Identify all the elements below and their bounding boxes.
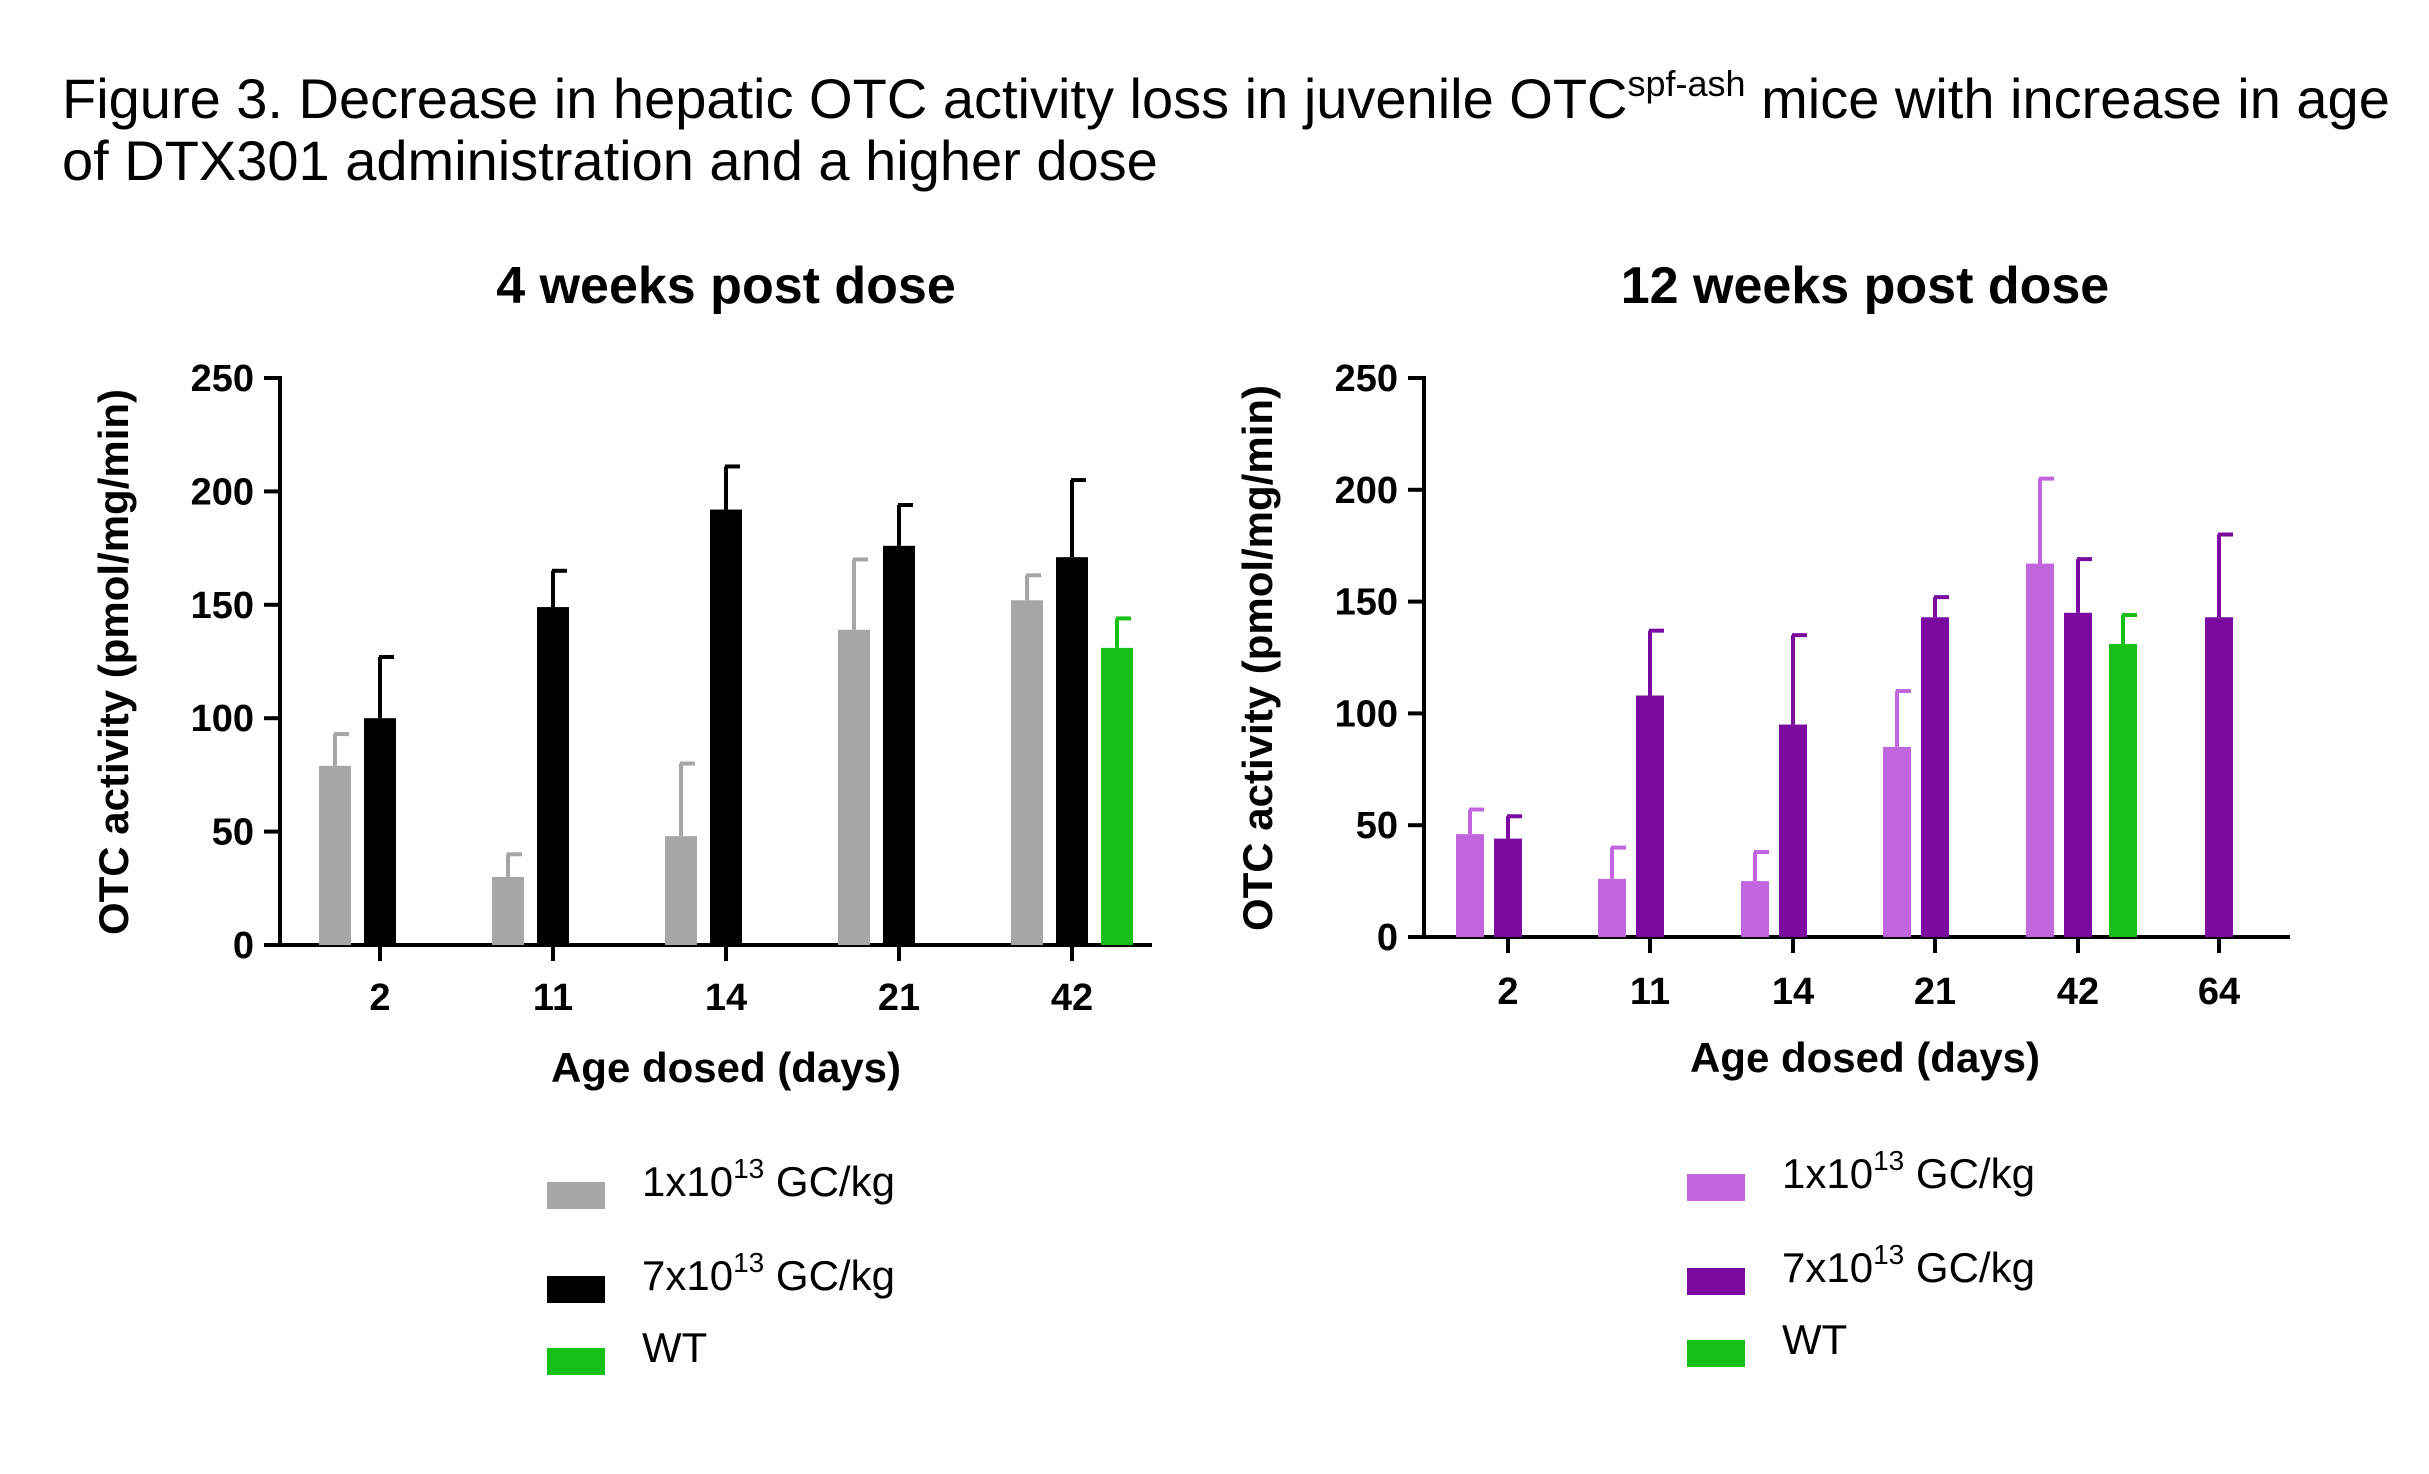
legend-swatch [1687, 1268, 1745, 1295]
y-tick-label: 0 [233, 925, 254, 967]
legend-swatch [547, 1348, 605, 1375]
figure-title: Figure 3. Decrease in hepatic OTC activi… [62, 66, 2402, 192]
legend-swatch [547, 1182, 605, 1209]
legend-swatch [1687, 1174, 1745, 1201]
x-tick-label: 21 [878, 977, 920, 1019]
legend-swatch [547, 1276, 605, 1303]
legend-label: 1x1013 GC/kg [1782, 1145, 2035, 1198]
legend-label: 1x1013 GC/kg [642, 1153, 895, 1206]
bar [537, 607, 569, 945]
legend-label: 7x1013 GC/kg [1782, 1239, 2035, 1292]
bar [665, 836, 697, 945]
bar [883, 545, 915, 945]
legend-label: WT [642, 1324, 708, 1371]
x-tick-label: 11 [533, 977, 573, 1019]
y-tick-label: 150 [191, 585, 254, 627]
bar [319, 765, 351, 945]
legend-label: 7x1013 GC/kg [642, 1247, 895, 1300]
bar [364, 718, 396, 945]
bar [710, 509, 742, 945]
bar [1056, 557, 1088, 945]
y-tick-label: 200 [191, 471, 254, 513]
figure-title-superscript: spf-ash [1627, 63, 1746, 104]
x-tick-label: 2 [369, 977, 390, 1019]
y-tick-label: 50 [212, 812, 254, 854]
y-tick-label: 100 [191, 698, 254, 740]
legend-label: WT [1782, 1316, 1848, 1363]
y-axis-label: OTC activity (pmol/mg/min) [90, 389, 137, 935]
chart-title: 4 weeks post dose [496, 257, 956, 315]
figure-title-main: Figure 3. Decrease in hepatic OTC activi… [62, 67, 1628, 130]
x-axis-label: Age dosed (days) [551, 1044, 901, 1091]
legend-swatch [1687, 1340, 1745, 1367]
y-tick-label: 250 [191, 358, 254, 400]
bar [1101, 647, 1133, 945]
bar [1011, 600, 1043, 945]
x-tick-label: 42 [1051, 977, 1093, 1019]
x-tick-label: 14 [705, 977, 747, 1019]
bar [838, 629, 870, 945]
bar [492, 876, 524, 945]
figure-title-rest: mice with increase in age of DTX301 admi… [62, 67, 2390, 192]
